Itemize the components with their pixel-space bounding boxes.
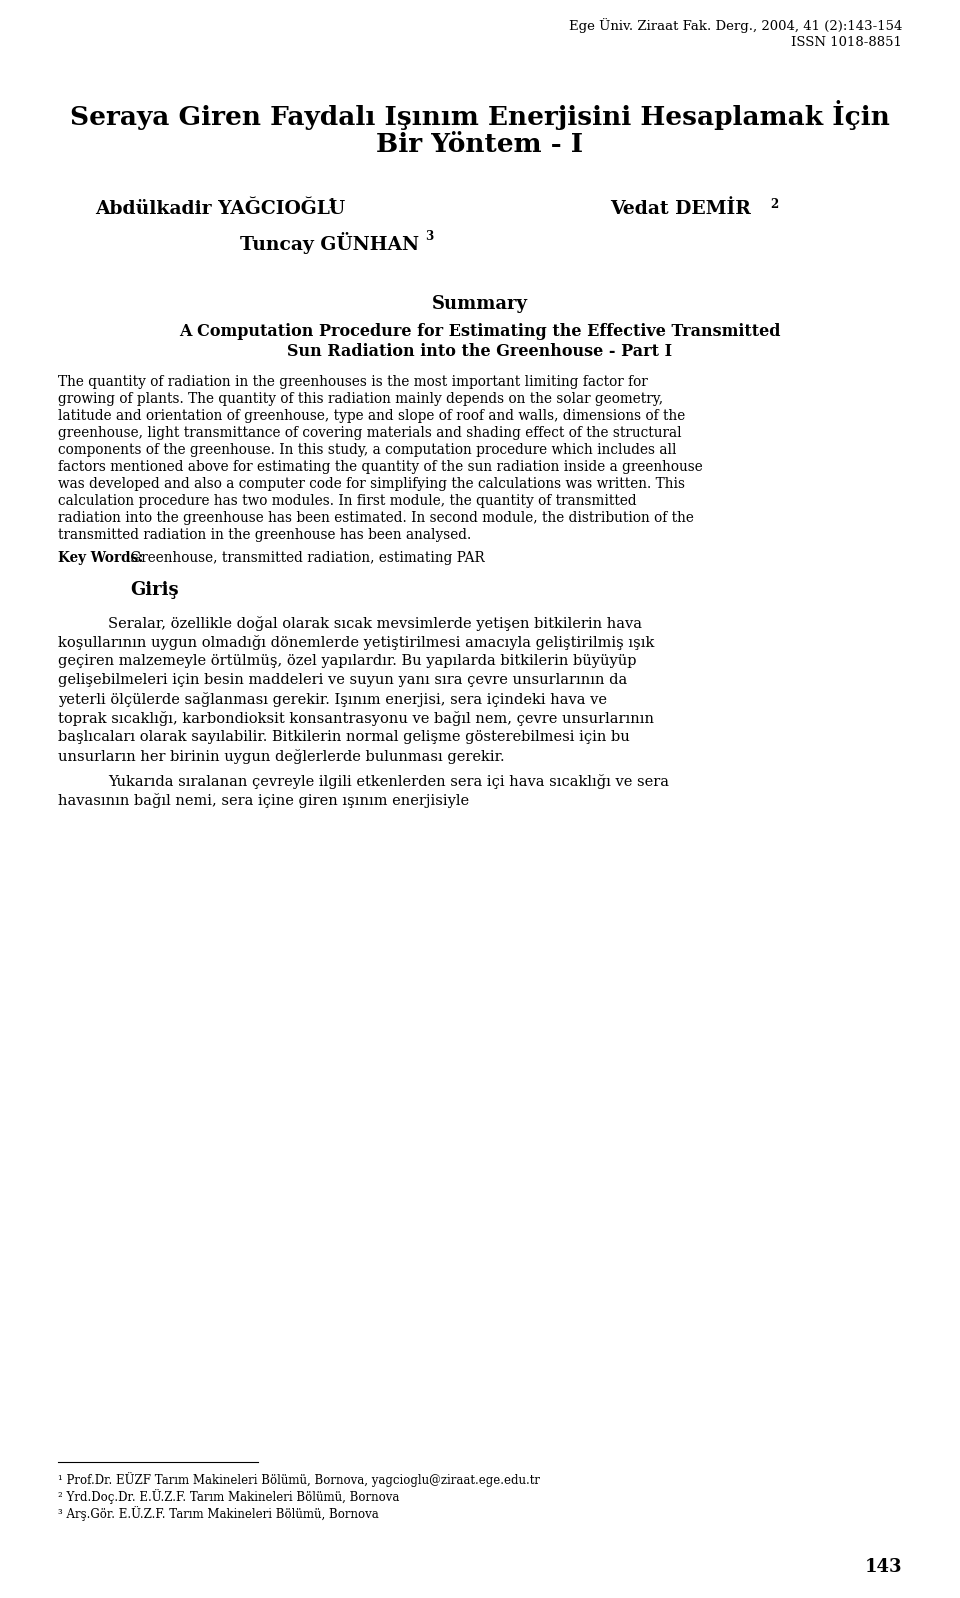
Text: Bir Yöntem - I: Bir Yöntem - I	[376, 133, 584, 157]
Text: unsurların her birinin uygun değlerlerde bulunması gerekir.: unsurların her birinin uygun değlerlerde…	[58, 749, 505, 764]
Text: yeterli ölçülerde sağlanması gerekir. Işınım enerjisi, sera içindeki hava ve: yeterli ölçülerde sağlanması gerekir. Iş…	[58, 692, 607, 706]
Text: Yukarıda sıralanan çevreyle ilgili etkenlerden sera içi hava sıcaklığı ve sera: Yukarıda sıralanan çevreyle ilgili etken…	[108, 773, 669, 789]
Text: koşullarının uygun olmadığı dönemlerde yetiştirilmesi amacıyla geliştirilmiş ışı: koşullarının uygun olmadığı dönemlerde y…	[58, 634, 655, 650]
Text: factors mentioned above for estimating the quantity of the sun radiation inside : factors mentioned above for estimating t…	[58, 460, 703, 475]
Text: growing of plants. The quantity of this radiation mainly depends on the solar ge: growing of plants. The quantity of this …	[58, 392, 663, 406]
Text: Key Words:: Key Words:	[58, 551, 143, 566]
Text: components of the greenhouse. In this study, a computation procedure which inclu: components of the greenhouse. In this st…	[58, 443, 677, 457]
Text: ¹ Prof.Dr. EÜZF Tarım Makineleri Bölümü, Bornova, yagcioglu@ziraat.ege.edu.tr: ¹ Prof.Dr. EÜZF Tarım Makineleri Bölümü,…	[58, 1472, 540, 1488]
Text: 143: 143	[865, 1558, 902, 1576]
Text: 3: 3	[425, 230, 433, 243]
Text: Ege Üniv. Ziraat Fak. Derg., 2004, 41 (2):143-154: Ege Üniv. Ziraat Fak. Derg., 2004, 41 (2…	[568, 18, 902, 34]
Text: Vedat DEMİR: Vedat DEMİR	[610, 200, 751, 217]
Text: Seraya Giren Faydalı Işınım Enerjisini Hesaplamak İçin: Seraya Giren Faydalı Işınım Enerjisini H…	[70, 101, 890, 129]
Text: havasının bağıl nemi, sera içine giren ışınım enerjisiyle: havasının bağıl nemi, sera içine giren ı…	[58, 793, 469, 809]
Text: 1: 1	[328, 198, 336, 211]
Text: 2: 2	[770, 198, 779, 211]
Text: gelişebilmeleri için besin maddeleri ve suyun yanı sıra çevre unsurlarının da: gelişebilmeleri için besin maddeleri ve …	[58, 673, 627, 687]
Text: ² Yrd.Doç.Dr. E.Ü.Z.F. Tarım Makineleri Bölümü, Bornova: ² Yrd.Doç.Dr. E.Ü.Z.F. Tarım Makineleri …	[58, 1489, 399, 1504]
Text: greenhouse, light transmittance of covering materials and shading effect of the : greenhouse, light transmittance of cover…	[58, 427, 682, 439]
Text: transmitted radiation in the greenhouse has been analysed.: transmitted radiation in the greenhouse …	[58, 527, 471, 542]
Text: The quantity of radiation in the greenhouses is the most important limiting fact: The quantity of radiation in the greenho…	[58, 376, 648, 388]
Text: Sun Radiation into the Greenhouse - Part I: Sun Radiation into the Greenhouse - Part…	[287, 344, 673, 360]
Text: başlıcaları olarak sayılabilir. Bitkilerin normal gelişme gösterebilmesi için bu: başlıcaları olarak sayılabilir. Bitkiler…	[58, 730, 630, 745]
Text: Greenhouse, transmitted radiation, estimating PAR: Greenhouse, transmitted radiation, estim…	[126, 551, 485, 566]
Text: Giriş: Giriş	[130, 582, 179, 599]
Text: A Computation Procedure for Estimating the Effective Transmitted: A Computation Procedure for Estimating t…	[180, 323, 780, 340]
Text: latitude and orientation of greenhouse, type and slope of roof and walls, dimens: latitude and orientation of greenhouse, …	[58, 409, 685, 423]
Text: radiation into the greenhouse has been estimated. In second module, the distribu: radiation into the greenhouse has been e…	[58, 511, 694, 526]
Text: Tuncay GÜNHAN: Tuncay GÜNHAN	[240, 232, 420, 254]
Text: ISSN 1018-8851: ISSN 1018-8851	[791, 37, 902, 50]
Text: Abdülkadir YAĞCIOĞLU: Abdülkadir YAĞCIOĞLU	[95, 200, 345, 217]
Text: geçiren malzemeyle örtülmüş, özel yapılardır. Bu yapılarda bitkilerin büyüyüp: geçiren malzemeyle örtülmüş, özel yapıla…	[58, 654, 636, 668]
Text: toprak sıcaklığı, karbondioksit konsantrasyonu ve bağıl nem, çevre unsurlarının: toprak sıcaklığı, karbondioksit konsantr…	[58, 711, 654, 725]
Text: Summary: Summary	[432, 296, 528, 313]
Text: Seralar, özellikle doğal olarak sıcak mevsimlerde yetişen bitkilerin hava: Seralar, özellikle doğal olarak sıcak me…	[108, 615, 642, 631]
Text: calculation procedure has two modules. In first module, the quantity of transmit: calculation procedure has two modules. I…	[58, 494, 636, 508]
Text: was developed and also a computer code for simplifying the calculations was writ: was developed and also a computer code f…	[58, 476, 685, 491]
Text: ³ Arş.Gör. E.Ü.Z.F. Tarım Makineleri Bölümü, Bornova: ³ Arş.Gör. E.Ü.Z.F. Tarım Makineleri Böl…	[58, 1505, 379, 1521]
